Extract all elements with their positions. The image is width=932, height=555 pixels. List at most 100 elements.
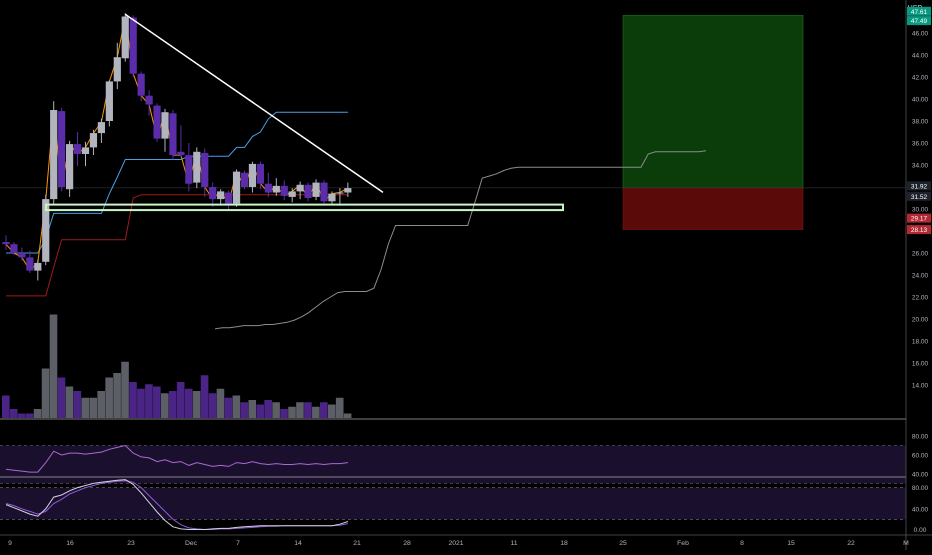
leading-span-line	[214, 150, 707, 330]
price-tick-label: 22.00	[912, 295, 929, 302]
price-badge-label: 31.52	[911, 194, 928, 201]
volume-bar	[184, 388, 193, 418]
candle-body	[26, 257, 34, 271]
time-tick-label: 15	[787, 540, 795, 547]
time-tick-label: 16	[66, 540, 74, 547]
candle-body	[256, 163, 264, 184]
time-tick-label: 28	[403, 540, 411, 547]
candle-body	[201, 152, 209, 187]
volume-bar	[232, 395, 241, 418]
volume-bar	[17, 413, 26, 418]
candle-body	[240, 172, 249, 187]
time-tick-label: 18	[560, 540, 568, 547]
price-candles	[2, 13, 352, 281]
volume-bar	[288, 406, 296, 418]
time-axis[interactable]: 9 16 23 Dec 7 14 21 28 2021 11 18 25 Feb 8 15 22 M	[0, 534, 932, 547]
price-tick-label: 26.00	[912, 251, 929, 258]
volume-bar	[256, 404, 264, 418]
time-tick-label: 11	[510, 540, 517, 547]
rsi-band	[0, 445, 906, 484]
time-tick-label: 23	[127, 540, 135, 547]
volume-bar	[200, 375, 209, 418]
candle-body	[137, 73, 145, 96]
price-badge-label: 47.49	[911, 18, 928, 25]
price-badge	[907, 213, 931, 223]
position-zones	[622, 14, 804, 230]
price-tick-label: 40.00	[912, 97, 929, 104]
stoch-tick-label: 0.00	[914, 527, 927, 534]
time-tick-label: Dec	[185, 540, 198, 547]
price-tick-label: 30.00	[912, 207, 929, 214]
candle-body	[50, 110, 58, 200]
candle-body	[336, 192, 344, 194]
rsi-line	[5, 444, 348, 473]
time-tick-label: 8	[740, 540, 744, 547]
candle-body	[89, 133, 98, 148]
volume-bar	[208, 393, 217, 418]
oscillator-panes	[0, 418, 906, 530]
volume-bar	[335, 397, 344, 418]
volume-bar	[304, 402, 312, 418]
price-tick-label: 20.00	[912, 317, 929, 324]
candle-body	[105, 81, 113, 121]
candle-body	[97, 122, 105, 134]
volume-bar	[137, 388, 145, 418]
volume-bar	[161, 393, 169, 418]
volume-bar	[129, 382, 137, 418]
time-tick-label: 22	[847, 540, 855, 547]
volume-bar	[33, 409, 42, 418]
candle-body	[153, 105, 161, 139]
candle-body	[320, 182, 328, 202]
price-badge	[907, 6, 931, 16]
volume-bar	[81, 397, 90, 418]
candle-body	[121, 16, 129, 59]
volume-bar	[57, 377, 66, 418]
rsi-tick-label: 60.00	[912, 453, 929, 460]
candle-body	[10, 244, 18, 253]
volume-bar	[121, 361, 129, 418]
stoch-tick-label: 80.00	[912, 485, 929, 492]
volume-bar	[49, 314, 58, 418]
volume-bar	[89, 397, 98, 418]
price-tick-label: 34.00	[912, 163, 929, 170]
volume-bar	[280, 409, 288, 418]
candle-body	[304, 184, 312, 198]
volume-bar	[25, 413, 34, 418]
volume-bar	[65, 386, 74, 418]
volume-bar	[145, 384, 153, 418]
candle-body	[217, 191, 225, 200]
price-axis[interactable]: USD 46.0044.0042.0040.0038.0036.0034.003…	[905, 0, 931, 550]
volume-bar	[216, 388, 225, 418]
candle-body	[185, 155, 193, 184]
volume-bar	[327, 404, 336, 418]
candle-body	[280, 185, 288, 196]
candle-body	[58, 111, 66, 187]
volume-bar	[240, 402, 249, 418]
rsi-tick-label: 40.00	[912, 472, 929, 479]
support-box[interactable]	[45, 203, 564, 212]
volume-bar	[176, 382, 185, 418]
base-line	[6, 111, 348, 254]
candle-body	[2, 242, 10, 245]
candle-body	[264, 183, 272, 193]
stoch-k-line	[5, 479, 349, 530]
volume-bar	[320, 402, 328, 418]
drawings[interactable]	[45, 13, 564, 212]
price-tick-label: 36.00	[912, 141, 929, 148]
stoch-tick-label: 40.00	[912, 506, 929, 513]
volume-bar	[41, 368, 50, 418]
candle-body	[66, 144, 74, 190]
time-tick-label: 14	[294, 540, 302, 547]
volume-bar	[312, 406, 320, 418]
price-tick-label: 14.00	[912, 383, 929, 390]
descending-trendline[interactable]	[124, 13, 384, 194]
candle-body	[288, 191, 296, 197]
volume-bar	[2, 395, 10, 418]
candle-body	[272, 185, 280, 193]
price-tick-label: 24.00	[912, 273, 929, 280]
time-tick-label: 9	[8, 540, 12, 547]
candle-body	[248, 163, 257, 187]
candle-body	[42, 199, 50, 262]
